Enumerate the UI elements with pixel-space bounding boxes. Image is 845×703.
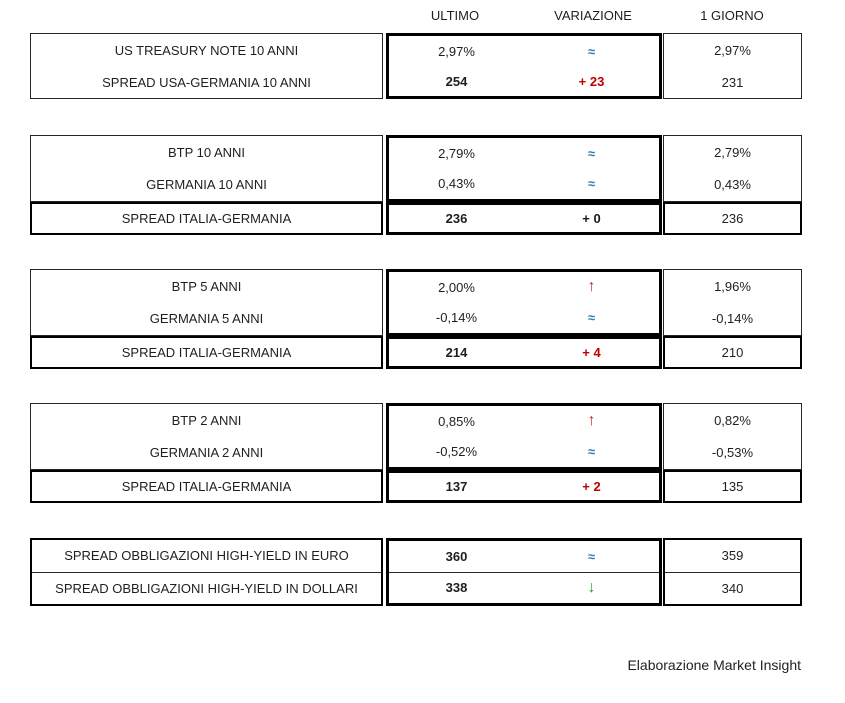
ultimo-variazione-box: 0,85% ↑ -0,52% ≈	[386, 403, 662, 470]
giorno-value: 0,82%	[714, 412, 751, 428]
giorno-box: 236	[663, 202, 802, 235]
row-label: SPREAD OBBLIGAZIONI HIGH-YIELD IN EURO	[64, 548, 349, 564]
row-label: GERMANIA 5 ANNI	[149, 311, 264, 327]
variation-value: + 2	[582, 479, 601, 494]
down-arrow-icon: ↓	[587, 578, 596, 596]
labels-box: SPREAD ITALIA-GERMANIA	[30, 202, 383, 235]
ultimo-value: 0,85%	[438, 413, 475, 429]
giorno-box: 2,79% 0,43%	[663, 135, 802, 202]
row-label: BTP 10 ANNI	[167, 144, 246, 160]
spread-row: SPREAD ITALIA-GERMANIA 236 + 0 236	[30, 202, 845, 235]
ultimo-value: 360	[445, 548, 468, 564]
ultimo-value: 137	[445, 479, 468, 494]
header-1-giorno: 1 GIORNO	[700, 8, 764, 23]
ultimo-value: -0,52%	[435, 444, 478, 460]
spread-label: SPREAD ITALIA-GERMANIA	[121, 345, 292, 360]
flat-symbol: ≈	[587, 176, 596, 192]
giorno-value: 2,79%	[714, 144, 751, 160]
header-spacer	[30, 8, 386, 26]
ultimo-value: 236	[445, 211, 468, 226]
giorno-value: 210	[721, 345, 744, 360]
giorno-value: -0,53%	[711, 445, 754, 461]
spread-label: SPREAD ITALIA-GERMANIA	[121, 211, 292, 226]
ultimo-value: 2,97%	[438, 43, 475, 59]
giorno-value: 1,96%	[714, 278, 751, 294]
ultimo-value: 2,79%	[438, 145, 475, 161]
ultimo-value: -0,14%	[435, 310, 478, 326]
giorno-box: 2,97% 231	[663, 33, 802, 99]
row-label: SPREAD OBBLIGAZIONI HIGH-YIELD IN DOLLAR…	[32, 571, 381, 605]
giorno-box: 210	[663, 336, 802, 369]
giorno-value: 231	[721, 74, 744, 90]
labels-box: BTP 5 ANNI GERMANIA 5 ANNI	[30, 269, 383, 336]
row-label: US TREASURY NOTE 10 ANNI	[114, 42, 299, 58]
flat-symbol: ≈	[587, 548, 596, 564]
block-group: BTP 5 ANNI GERMANIA 5 ANNI 2,00% ↑ -0,14…	[30, 269, 845, 336]
ultimo-value: 338	[445, 580, 468, 596]
giorno-value: 340	[665, 571, 800, 605]
block-group: US TREASURY NOTE 10 ANNI SPREAD USA-GERM…	[30, 33, 845, 99]
spread-label: SPREAD ITALIA-GERMANIA	[121, 479, 292, 494]
flat-symbol: ≈	[587, 145, 596, 161]
ultimo-variazione-box: 236 + 0	[386, 202, 662, 235]
labels-box: SPREAD OBBLIGAZIONI HIGH-YIELD IN EURO S…	[30, 538, 383, 606]
giorno-value: 2,97%	[714, 42, 751, 58]
column-headers: ULTIMO VARIAZIONE 1 GIORNO	[30, 8, 845, 26]
giorno-value: 236	[721, 211, 744, 226]
block-2-anni: BTP 2 ANNI GERMANIA 2 ANNI 0,85% ↑ -0,52…	[30, 403, 845, 503]
ultimo-value: 2,00%	[438, 279, 475, 295]
market-insight-bond-table: ULTIMO VARIAZIONE 1 GIORNO US TREASURY N…	[0, 8, 845, 703]
labels-box: US TREASURY NOTE 10 ANNI SPREAD USA-GERM…	[30, 33, 383, 99]
labels-box: BTP 10 ANNI GERMANIA 10 ANNI	[30, 135, 383, 202]
block-5-anni: BTP 5 ANNI GERMANIA 5 ANNI 2,00% ↑ -0,14…	[30, 269, 845, 369]
giorno-value: -0,14%	[711, 311, 754, 327]
block-group: BTP 2 ANNI GERMANIA 2 ANNI 0,85% ↑ -0,52…	[30, 403, 845, 470]
up-arrow-icon: ↑	[587, 412, 596, 430]
ultimo-variazione-box: 214 + 4	[386, 336, 662, 369]
header-mid-pair: ULTIMO VARIAZIONE	[386, 8, 662, 26]
giorno-box: 135	[663, 470, 802, 503]
row-label: SPREAD USA-GERMANIA 10 ANNI	[102, 74, 311, 90]
giorno-value: 359	[721, 548, 744, 564]
block-10-anni: BTP 10 ANNI GERMANIA 10 ANNI 2,79% ≈ 0,4…	[30, 135, 845, 235]
giorno-value: 0,43%	[714, 177, 751, 193]
block-group: SPREAD OBBLIGAZIONI HIGH-YIELD IN EURO S…	[30, 538, 845, 606]
ultimo-value: 0,43%	[438, 176, 475, 192]
row-label: BTP 2 ANNI	[171, 412, 242, 428]
ultimo-variazione-box: 2,00% ↑ -0,14% ≈	[386, 269, 662, 336]
spread-row: SPREAD ITALIA-GERMANIA 214 + 4 210	[30, 336, 845, 369]
variation-value: + 23	[578, 73, 605, 89]
variation-value: + 4	[582, 345, 601, 360]
labels-box: SPREAD ITALIA-GERMANIA	[30, 336, 383, 369]
flat-symbol: ≈	[587, 444, 596, 460]
giorno-box: 359 340	[663, 538, 802, 606]
giorno-value: 135	[721, 479, 744, 494]
ultimo-value: 254	[445, 73, 468, 89]
labels-box: BTP 2 ANNI GERMANIA 2 ANNI	[30, 403, 383, 470]
block-group: BTP 10 ANNI GERMANIA 10 ANNI 2,79% ≈ 0,4…	[30, 135, 845, 202]
ultimo-variazione-box: 137 + 2	[386, 470, 662, 503]
ultimo-variazione-box: 2,79% ≈ 0,43% ≈	[386, 135, 662, 202]
up-arrow-icon: ↑	[587, 278, 596, 296]
ultimo-variazione-box: 360 ≈ 338 ↓	[386, 538, 662, 606]
labels-box: SPREAD ITALIA-GERMANIA	[30, 470, 383, 503]
row-label: GERMANIA 10 ANNI	[146, 177, 267, 193]
giorno-box: 1,96% -0,14%	[663, 269, 802, 336]
source-credit: Elaborazione Market Insight	[627, 657, 801, 673]
ultimo-variazione-box: 2,97% ≈ 254 + 23	[386, 33, 662, 99]
header-variazione: VARIAZIONE	[554, 8, 632, 23]
variation-value: + 0	[582, 211, 601, 226]
block-us-treasury: US TREASURY NOTE 10 ANNI SPREAD USA-GERM…	[30, 33, 845, 99]
giorno-box: 0,82% -0,53%	[663, 403, 802, 470]
row-label: BTP 5 ANNI	[171, 278, 242, 294]
flat-symbol: ≈	[587, 310, 596, 326]
ultimo-value: 214	[445, 345, 468, 360]
spread-row: SPREAD ITALIA-GERMANIA 137 + 2 135	[30, 470, 845, 503]
row-label: GERMANIA 2 ANNI	[149, 445, 264, 461]
header-ultimo: ULTIMO	[430, 8, 480, 23]
block-high-yield: SPREAD OBBLIGAZIONI HIGH-YIELD IN EURO S…	[30, 538, 845, 606]
flat-symbol: ≈	[587, 43, 596, 59]
